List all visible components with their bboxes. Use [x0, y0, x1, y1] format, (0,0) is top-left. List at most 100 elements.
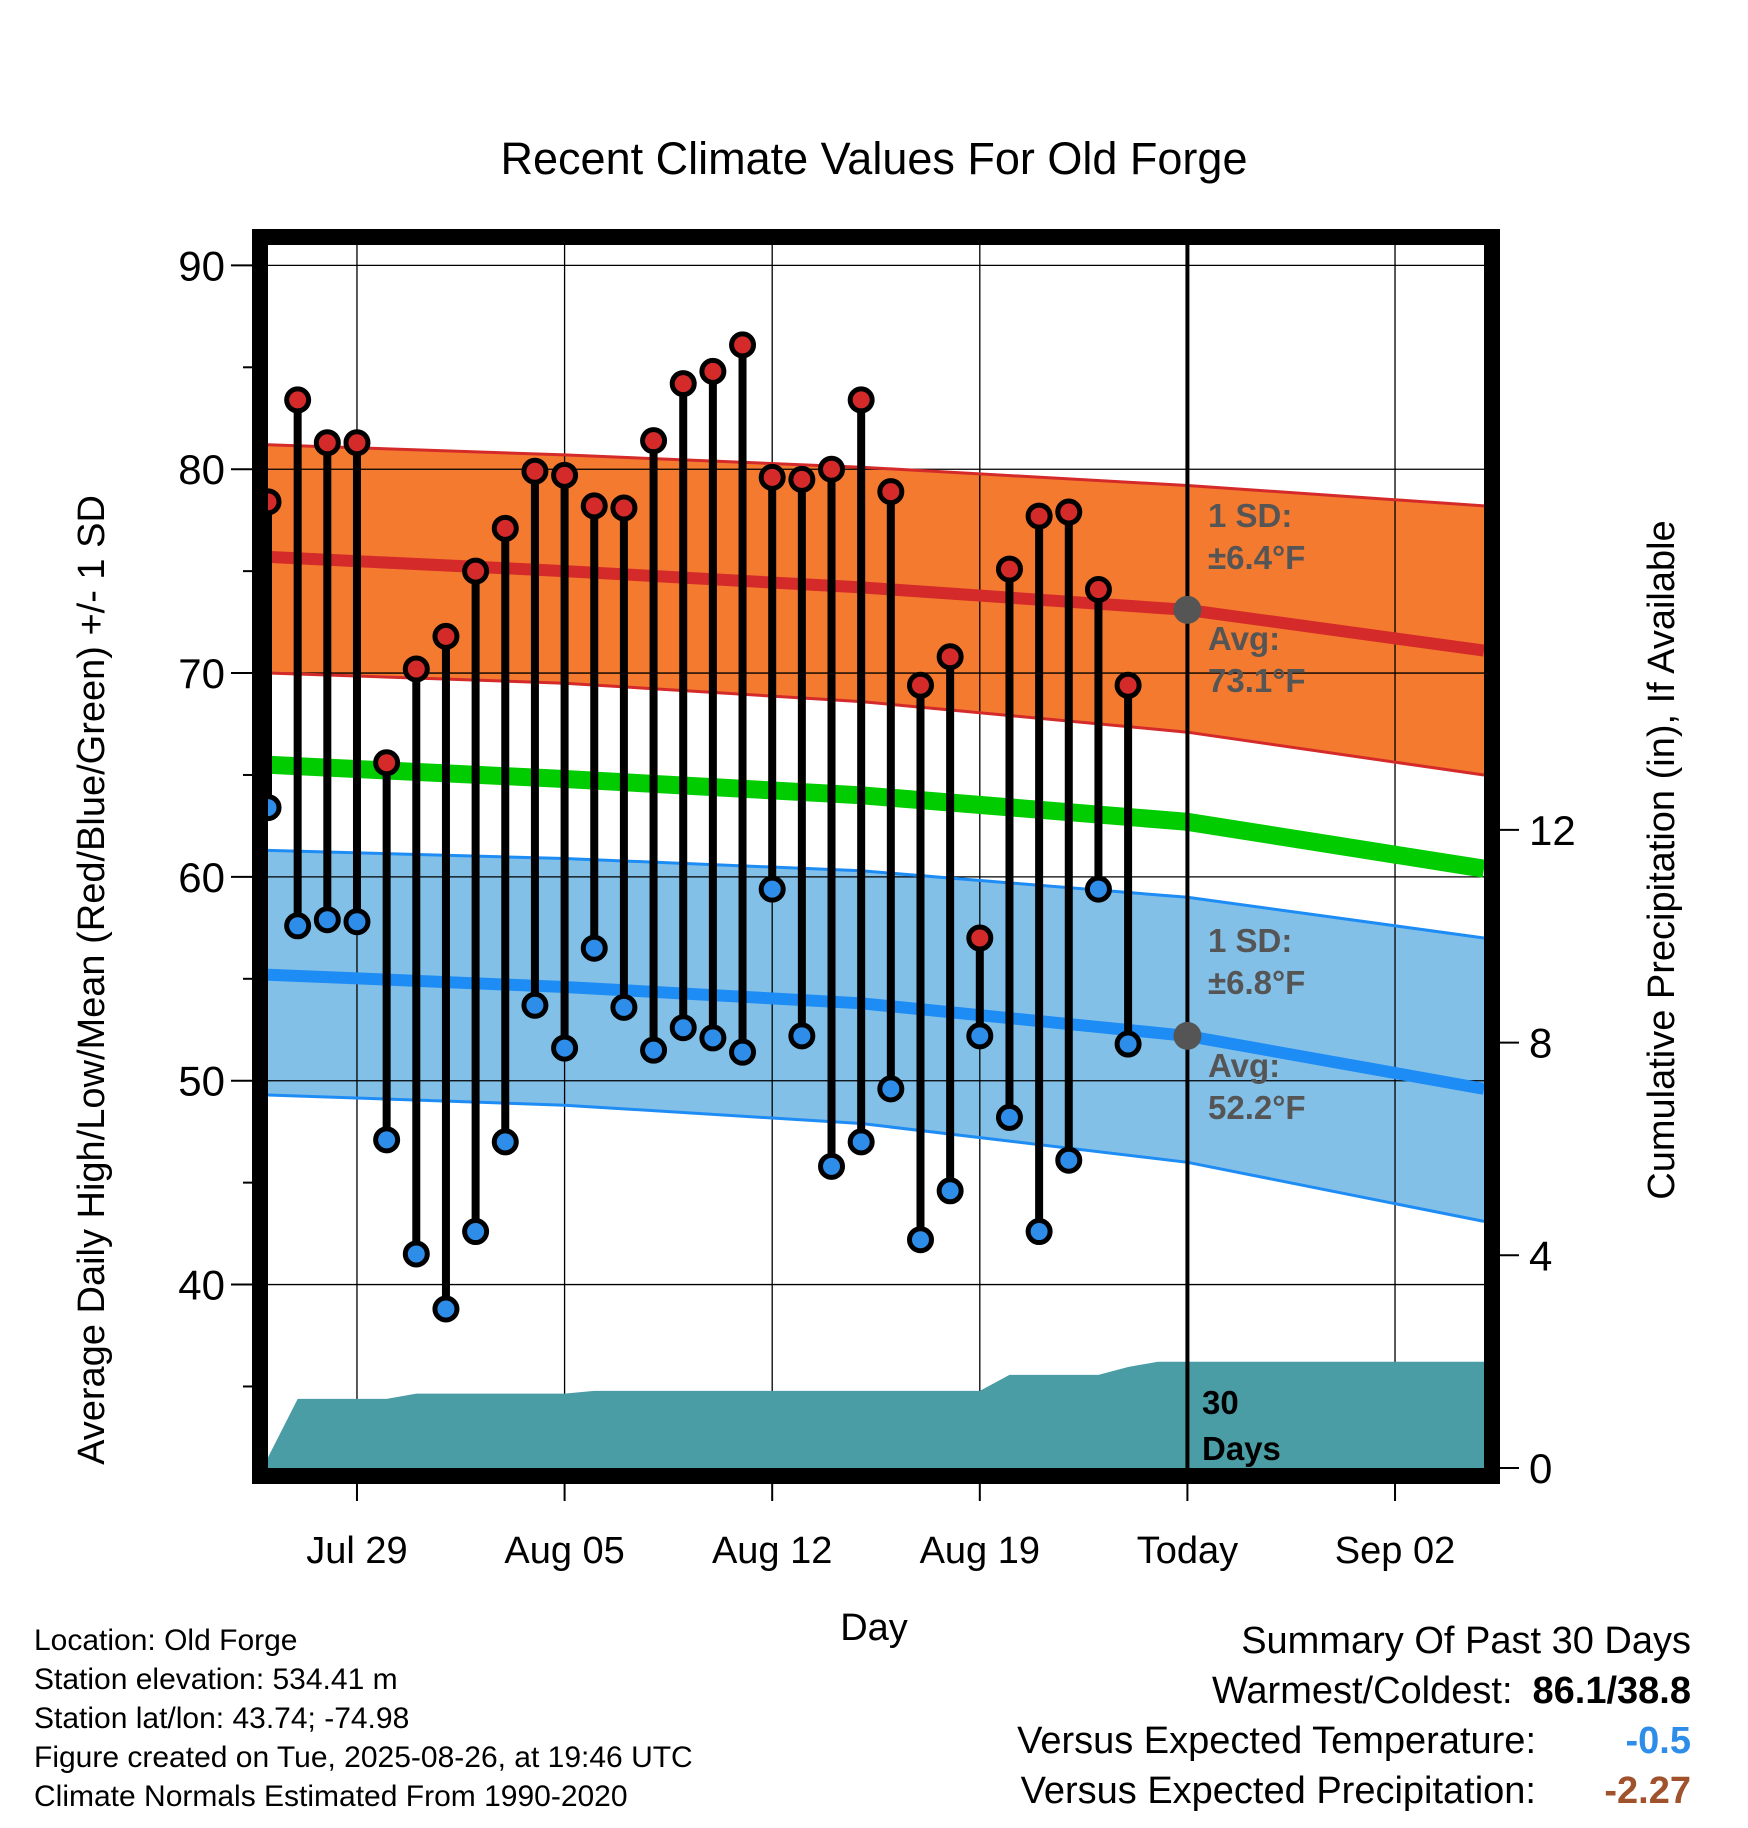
annotations: 1 SD: ±6.4°F Avg: 73.1°F 1 SD: ±6.8°F Av…	[1202, 497, 1306, 1467]
normals-text: Climate Normals Estimated From 1990-2020	[34, 1780, 628, 1813]
observed-low-point	[373, 1126, 401, 1154]
y-tick-label: 70	[178, 650, 225, 697]
observed-low-point	[521, 991, 549, 1019]
precip-label: Versus Expected Precipitation:	[1020, 1770, 1536, 1812]
observed-low-point	[818, 1152, 846, 1180]
high-sd-value: ±6.4°F	[1208, 539, 1305, 576]
observed-high-point	[1025, 502, 1053, 530]
temp-value: -0.5	[1625, 1720, 1691, 1762]
warm-cold-row: Warmest/Coldest: 86.1/38.8	[1017, 1666, 1691, 1716]
y-tick-label: 80	[178, 446, 225, 493]
chart-title: Recent Climate Values For Old Forge	[501, 133, 1248, 184]
observed-high-point	[580, 492, 608, 520]
observed-high-point	[669, 370, 697, 398]
low-sd-value: ±6.8°F	[1208, 964, 1305, 1001]
high-avg-label: Avg:	[1208, 620, 1280, 657]
observed-low-point	[1114, 1030, 1142, 1058]
y-tick-label: 60	[178, 854, 225, 901]
period-label-number: 30	[1202, 1384, 1239, 1421]
observed-low-point	[788, 1022, 816, 1050]
observed-low-point	[640, 1036, 668, 1064]
low-sd-label: 1 SD:	[1208, 922, 1292, 959]
observed-high-point	[610, 494, 638, 522]
observed-high-point	[818, 455, 846, 483]
x-tick-label: Today	[1137, 1530, 1238, 1572]
precipitation-fill	[268, 1361, 1484, 1468]
high-sd-label: 1 SD:	[1208, 497, 1292, 534]
low-sd-band	[268, 850, 1484, 1222]
observed-low-point	[284, 912, 312, 940]
summary-panel: Summary Of Past 30 Days Warmest/Coldest:…	[1017, 1616, 1691, 1816]
observed-high-point	[906, 671, 934, 699]
y2-tick-label: 8	[1529, 1020, 1552, 1067]
observed-high-point	[936, 643, 964, 671]
observed-high-point	[551, 461, 579, 489]
observed-high-point	[284, 386, 312, 414]
y-tick-label: 50	[178, 1058, 225, 1105]
today-low-normal-marker	[1173, 1021, 1202, 1050]
temp-row: Versus Expected Temperature: -0.5	[1017, 1716, 1691, 1766]
observed-low-point	[1084, 875, 1112, 903]
low-avg-value: 52.2°F	[1208, 1089, 1306, 1126]
mean-normal-line	[267, 755, 1486, 878]
x-tick-label: Aug 12	[712, 1530, 832, 1572]
observed-low-point	[343, 908, 371, 936]
normal-bands	[268, 444, 1484, 1222]
observed-high-point	[343, 429, 371, 457]
observed-high-point	[373, 749, 401, 777]
observed-low-point	[758, 875, 786, 903]
y-tick-label: 90	[178, 242, 225, 289]
x-tick-label: Sep 02	[1335, 1530, 1455, 1572]
observed-low-point	[936, 1177, 964, 1205]
observed-low-point	[847, 1128, 875, 1156]
y-axis-label: Average Daily High/Low/Mean (Red/Blue/Gr…	[71, 495, 113, 1465]
observed-high-point	[432, 622, 460, 650]
observed-high-point	[1084, 575, 1112, 603]
y-tick-label: 40	[178, 1262, 225, 1309]
observed-low-point	[669, 1014, 697, 1042]
latlon-text: Station lat/lon: 43.74; -74.98	[34, 1702, 410, 1735]
plot-frame	[252, 229, 1500, 1484]
observed-low-point	[491, 1128, 519, 1156]
created-text: Figure created on Tue, 2025-08-26, at 19…	[34, 1741, 693, 1774]
y2-tick-label: 12	[1529, 807, 1576, 854]
observed-high-point	[491, 514, 519, 542]
axes: 40 50 60 70 80 90 0 4 8 12 Jul 29 Aug 05 Aug 12 Aug 1…	[178, 242, 1575, 1572]
observed-high-point	[640, 427, 668, 455]
temp-label: Versus Expected Temperature:	[1017, 1720, 1536, 1762]
low-avg-label: Avg:	[1208, 1047, 1280, 1084]
high-avg-value: 73.1°F	[1208, 662, 1306, 699]
observed-low-point	[906, 1226, 934, 1254]
summary-heading: Summary Of Past 30 Days	[1241, 1620, 1691, 1662]
x-tick-label: Aug 19	[920, 1530, 1040, 1572]
observed-high-point	[313, 429, 341, 457]
observed-high-point	[1055, 498, 1083, 526]
observed-high-point	[402, 655, 430, 683]
observed-high-point	[1114, 671, 1142, 699]
y2-tick-label: 0	[1529, 1445, 1552, 1492]
observed-low-point	[729, 1038, 757, 1066]
observed-low-point	[462, 1218, 490, 1246]
observed-low-point	[995, 1103, 1023, 1131]
precip-value: -2.27	[1604, 1770, 1691, 1812]
warm-cold-value: 86.1/38.8	[1532, 1670, 1691, 1712]
elevation-text: Station elevation: 534.41 m	[34, 1663, 398, 1696]
observed-high-point	[699, 357, 727, 385]
x-axis-label: Day	[840, 1607, 908, 1649]
observed-low-point	[877, 1075, 905, 1103]
observed-low-point	[432, 1295, 460, 1323]
precipitation-area	[268, 1361, 1484, 1468]
observed-high-point	[521, 457, 549, 485]
x-tick-label: Jul 29	[306, 1530, 407, 1572]
period-label-days: Days	[1202, 1430, 1281, 1467]
observed-low-point	[610, 993, 638, 1021]
observed-high-point	[995, 555, 1023, 583]
station-info: Location: Old Forge Station elevation: 5…	[34, 1621, 693, 1816]
observed-low-point	[402, 1240, 430, 1268]
observed-low-point	[580, 934, 608, 962]
observed-high-point	[462, 557, 490, 585]
observed-high-point	[729, 331, 757, 359]
observed-high-point	[877, 478, 905, 506]
y2-tick-label: 4	[1529, 1232, 1552, 1279]
